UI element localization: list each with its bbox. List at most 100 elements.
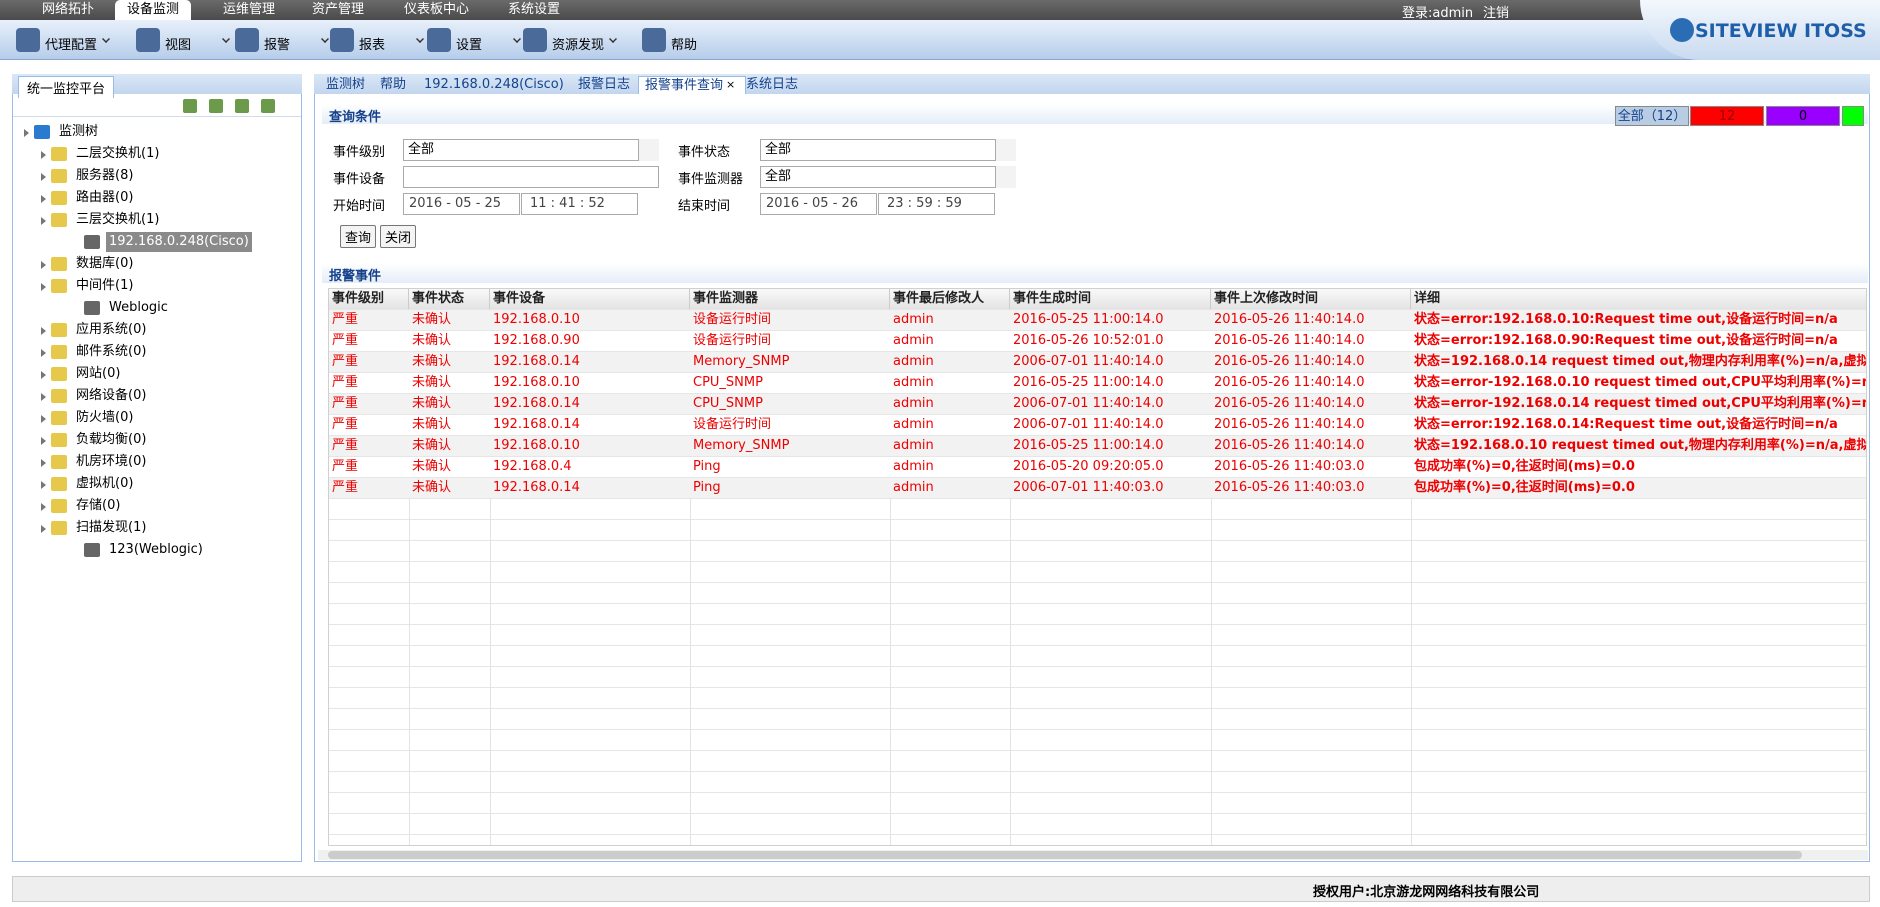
tree-toggle[interactable] xyxy=(41,459,46,467)
select-input[interactable]: 全部 xyxy=(760,139,1016,161)
toolbar-button[interactable]: 设置 xyxy=(456,38,483,53)
tree-toggle[interactable] xyxy=(41,481,46,489)
date-input[interactable]: 2016 - 05 - 26 xyxy=(760,193,877,215)
summary-badge[interactable] xyxy=(1842,106,1864,126)
tree-toggle[interactable] xyxy=(41,415,46,423)
toolbar-button[interactable]: 资源发现 xyxy=(552,38,605,53)
select-arrow[interactable] xyxy=(995,139,1016,161)
table-row[interactable] xyxy=(329,394,1866,414)
tab[interactable]: 报警日志 xyxy=(578,77,631,92)
tree-node[interactable]: 扫描发现(1) xyxy=(76,520,147,535)
tree-node[interactable]: 服务器(8) xyxy=(76,168,134,183)
tree-toggle[interactable] xyxy=(24,129,29,137)
tree-tool[interactable] xyxy=(209,99,223,113)
tab[interactable]: 监测树 xyxy=(326,77,366,92)
column-header[interactable]: 事件监测器 xyxy=(690,289,890,309)
column-header[interactable]: 事件最后修改人 xyxy=(890,289,1010,309)
summary-badge[interactable]: 0 xyxy=(1766,106,1840,126)
tree-node[interactable]: 网站(0) xyxy=(76,366,121,381)
tree-toggle[interactable] xyxy=(41,173,46,181)
button[interactable]: 查询 xyxy=(340,225,377,248)
tab[interactable]: 帮助 xyxy=(380,77,407,92)
toolbar-icon[interactable] xyxy=(330,28,354,52)
tree-tool[interactable] xyxy=(261,99,275,113)
tree-toggle[interactable] xyxy=(41,503,46,511)
button[interactable]: 关闭 xyxy=(380,225,417,248)
tree-toggle[interactable] xyxy=(41,437,46,445)
tree-tool[interactable] xyxy=(235,99,249,113)
date-input[interactable]: 2016 - 05 - 25 xyxy=(403,193,520,215)
tree-node[interactable]: 网络设备(0) xyxy=(76,388,147,403)
nav-item[interactable]: 网络拓扑 xyxy=(42,2,95,17)
table-row[interactable] xyxy=(329,415,1866,435)
tree-toggle[interactable] xyxy=(41,195,46,203)
tree-toggle[interactable] xyxy=(41,217,46,225)
tree-node[interactable]: 三层交换机(1) xyxy=(76,212,160,227)
table-row[interactable] xyxy=(329,457,1866,477)
nav-item[interactable]: 资产管理 xyxy=(312,2,365,17)
tree-tool[interactable] xyxy=(183,99,197,113)
toolbar-icon[interactable] xyxy=(136,28,160,52)
summary-badge[interactable]: 全部（12） xyxy=(1615,106,1689,126)
tree-toggle[interactable] xyxy=(41,283,46,291)
toolbar-icon[interactable] xyxy=(642,28,666,52)
text-input[interactable] xyxy=(403,166,659,188)
select-arrow[interactable] xyxy=(638,139,659,161)
tree-node[interactable]: 二层交换机(1) xyxy=(76,146,160,161)
nav-item[interactable]: 设备监测 xyxy=(115,0,192,20)
select-arrow[interactable] xyxy=(995,166,1016,188)
tree-node[interactable]: 中间件(1) xyxy=(76,278,134,293)
tab-close[interactable]: × xyxy=(726,78,736,91)
summary-badge[interactable]: 12 xyxy=(1690,106,1764,126)
select-input[interactable]: 全部 xyxy=(760,166,1016,188)
toolbar-button[interactable]: 报警 xyxy=(264,38,291,53)
tab[interactable]: 192.168.0.248(Cisco) xyxy=(424,77,564,92)
tree-node[interactable]: 监测树 xyxy=(59,124,99,139)
h-scrollbar[interactable] xyxy=(318,850,1868,860)
tree-node[interactable]: 123(Weblogic) xyxy=(109,542,203,557)
select-input[interactable]: 全部 xyxy=(403,139,659,161)
column-header[interactable]: 事件生成时间 xyxy=(1010,289,1211,309)
logout[interactable]: 注销 xyxy=(1483,6,1510,21)
tree-node[interactable]: 应用系统(0) xyxy=(76,322,147,337)
nav-item[interactable]: 运维管理 xyxy=(223,2,276,17)
time-input[interactable]: 23 : 59 : 59 xyxy=(878,193,995,215)
tree-node[interactable]: 虚拟机(0) xyxy=(76,476,134,491)
toolbar-button[interactable]: 代理配置 xyxy=(45,38,98,53)
tree-node[interactable]: 数据库(0) xyxy=(76,256,134,271)
tree-node[interactable]: 192.168.0.248(Cisco) xyxy=(106,232,252,252)
table-row[interactable] xyxy=(329,352,1866,372)
tree-node[interactable]: 存储(0) xyxy=(76,498,121,513)
tree-toggle[interactable] xyxy=(41,371,46,379)
column-header[interactable]: 详细 xyxy=(1411,289,1866,309)
tree-node[interactable]: 机房环境(0) xyxy=(76,454,147,469)
tree-toggle[interactable] xyxy=(41,327,46,335)
tree-node[interactable]: Weblogic xyxy=(109,300,168,315)
nav-item[interactable]: 仪表板中心 xyxy=(404,2,470,17)
toolbar-icon[interactable] xyxy=(523,28,547,52)
toolbar-button[interactable]: 视图 xyxy=(165,38,192,53)
tree-node[interactable]: 防火墙(0) xyxy=(76,410,134,425)
column-header[interactable]: 事件上次修改时间 xyxy=(1211,289,1411,309)
scroll-thumb[interactable] xyxy=(328,851,1802,859)
toolbar-icon[interactable] xyxy=(16,28,40,52)
table-row[interactable] xyxy=(329,436,1866,456)
tree-toggle[interactable] xyxy=(41,349,46,357)
table-row[interactable] xyxy=(329,478,1866,498)
tree-toggle[interactable] xyxy=(41,151,46,159)
column-header[interactable]: 事件状态 xyxy=(409,289,490,309)
toolbar-button[interactable]: 报表 xyxy=(359,38,386,53)
tab[interactable]: 报警事件查询 xyxy=(638,76,747,94)
tab[interactable]: 系统日志 xyxy=(746,77,799,92)
toolbar-icon[interactable] xyxy=(427,28,451,52)
tree-node[interactable]: 路由器(0) xyxy=(76,190,134,205)
table-row[interactable] xyxy=(329,331,1866,351)
tree-toggle[interactable] xyxy=(41,261,46,269)
column-header[interactable]: 事件设备 xyxy=(490,289,690,309)
time-input[interactable]: 11 : 41 : 52 xyxy=(521,193,638,215)
tree-node[interactable]: 邮件系统(0) xyxy=(76,344,147,359)
column-header[interactable]: 事件级别 xyxy=(329,289,409,309)
toolbar-icon[interactable] xyxy=(235,28,259,52)
tree-node[interactable]: 负载均衡(0) xyxy=(76,432,147,447)
tree-toggle[interactable] xyxy=(41,393,46,401)
